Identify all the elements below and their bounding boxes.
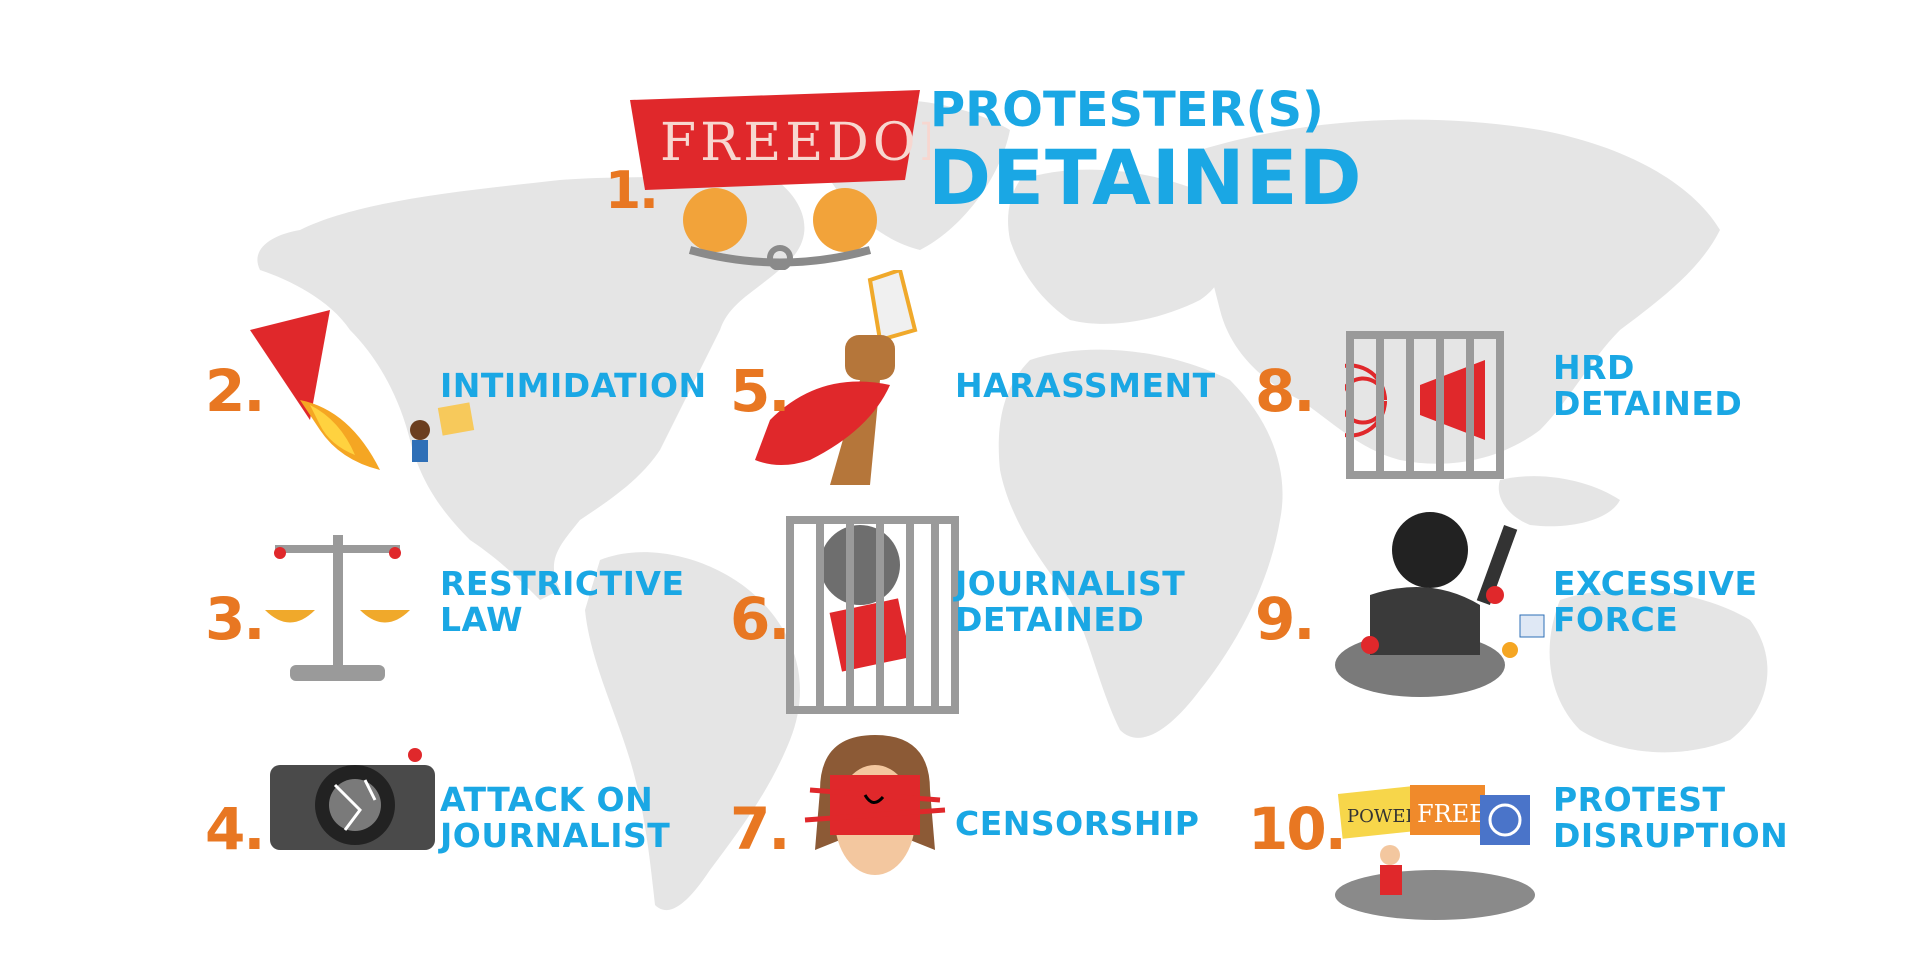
item-label-4: ATTACK ON JOURNALIST xyxy=(440,782,670,854)
scales-icon xyxy=(265,535,410,681)
item-label-8: HRD DETAINED xyxy=(1553,350,1742,422)
item-number-9: 9. xyxy=(1255,585,1315,653)
freedom-banner-icon: FREEDOM xyxy=(630,90,930,270)
grabbed-fist-icon xyxy=(755,270,918,485)
item-label-3-line2: LAW xyxy=(440,600,523,639)
item-label-5: HARASSMENT xyxy=(955,368,1216,404)
item-label-4-line1: ATTACK ON xyxy=(440,780,654,819)
item-label-2: INTIMIDATION xyxy=(440,368,707,404)
item-number-1: 1. xyxy=(605,161,659,221)
item-label-5-line1: HARASSMENT xyxy=(955,366,1216,405)
item-label-7-line1: CENSORSHIP xyxy=(955,804,1200,843)
item-number-2: 2. xyxy=(205,357,265,425)
item-label-9-line2: FORCE xyxy=(1553,600,1679,639)
banner-text: FREEDOM xyxy=(660,113,930,173)
item-number-4: 4. xyxy=(205,795,265,863)
item-label-4-line2: JOURNALIST xyxy=(440,816,671,855)
riot-police-icon xyxy=(1335,512,1545,697)
item-label-6: JOURNALIST DETAINED xyxy=(955,566,1185,638)
gagged-person-icon xyxy=(804,735,946,875)
item-number-8: 8. xyxy=(1255,357,1315,425)
megaphone-fire-icon xyxy=(250,310,475,470)
item-label-10-line1: PROTEST xyxy=(1553,780,1726,819)
item-number-7: 7. xyxy=(730,795,790,863)
item-label-7: CENSORSHIP xyxy=(955,806,1199,842)
item-label-8-line2: DETAINED xyxy=(1553,384,1743,423)
item-number-6: 6. xyxy=(730,585,790,653)
header-title-line1: PROTESTER(S) xyxy=(930,82,1324,138)
item-label-9: EXCESSIVE FORCE xyxy=(1553,566,1757,638)
item-label-2-line1: INTIMIDATION xyxy=(440,366,707,405)
protest-signs-icon: POWER FREE! xyxy=(1335,785,1535,920)
item-label-6-line2: DETAINED xyxy=(955,600,1145,639)
caged-journalist-icon xyxy=(786,516,959,714)
item-label-9-line1: EXCESSIVE xyxy=(1553,564,1758,603)
broken-camera-icon xyxy=(270,748,435,850)
sign-text-power: POWER xyxy=(1347,806,1420,827)
header-title-line2: DETAINED xyxy=(928,133,1363,222)
item-label-10: PROTEST DISRUPTION xyxy=(1553,782,1788,854)
item-label-10-line2: DISRUPTION xyxy=(1553,816,1789,855)
item-number-3: 3. xyxy=(205,585,265,653)
caged-megaphone-icon xyxy=(1345,331,1504,479)
item-number-5: 5. xyxy=(730,357,790,425)
item-label-3-line1: RESTRICTIVE xyxy=(440,564,685,603)
item-label-3: RESTRICTIVE LAW xyxy=(440,566,685,638)
item-label-6-line1: JOURNALIST xyxy=(955,564,1186,603)
item-label-8-line1: HRD xyxy=(1553,348,1635,387)
item-number-10: 10. xyxy=(1248,795,1347,863)
